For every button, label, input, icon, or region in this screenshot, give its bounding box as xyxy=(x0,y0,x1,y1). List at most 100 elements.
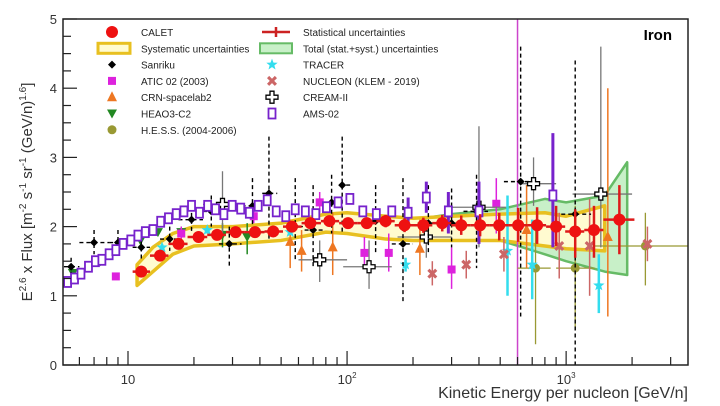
calet-marker xyxy=(267,225,280,238)
tracer-point xyxy=(593,254,605,314)
ams-point xyxy=(164,212,173,225)
cream-marker xyxy=(313,253,327,267)
legend-item-stat: Statistical uncertainties xyxy=(262,27,405,39)
series-nucleon xyxy=(427,198,653,296)
calet-marker xyxy=(417,219,430,232)
ams-point xyxy=(262,194,272,207)
tracer-marker xyxy=(266,58,278,70)
calet-point xyxy=(413,217,433,233)
ams-marker xyxy=(211,203,220,216)
ams-point xyxy=(281,210,291,223)
ams-point xyxy=(179,205,189,218)
sanriku-marker xyxy=(165,235,174,244)
crn-marker xyxy=(296,244,307,255)
systematic-uncertainty-icon xyxy=(96,41,132,55)
ams-point xyxy=(111,244,121,257)
calet-marker xyxy=(249,226,262,239)
legend-item-total: Total (stat.+syst.) uncertainties xyxy=(259,42,438,55)
calet-point xyxy=(376,214,395,228)
ams-marker xyxy=(195,206,204,219)
ams-marker xyxy=(333,196,343,209)
y-tick-label: 4 xyxy=(50,81,57,96)
legend-item-nucleon: NUCLEON (KLEM - 2019) xyxy=(267,75,420,88)
sanriku-marker xyxy=(90,238,99,247)
ams-marker xyxy=(281,210,291,223)
ams-marker xyxy=(322,201,331,214)
ams-marker xyxy=(148,224,158,236)
tracer-marker xyxy=(526,258,538,270)
ams-point xyxy=(187,199,196,212)
calet-point xyxy=(565,209,585,258)
calet-point xyxy=(320,215,340,228)
nucleon-point xyxy=(584,198,595,296)
calet-point xyxy=(187,230,208,243)
nucleon-marker xyxy=(427,268,438,279)
calet-point xyxy=(527,207,547,244)
crn-point xyxy=(602,88,613,317)
ams-point xyxy=(126,234,136,247)
legend-item-cream: CREAM-II xyxy=(265,90,348,104)
atic-marker xyxy=(108,76,116,85)
ams-point xyxy=(358,205,368,218)
legend-label: CALET xyxy=(141,28,173,39)
calet-point xyxy=(225,226,245,239)
atic-marker xyxy=(447,265,456,274)
series-calet xyxy=(132,185,635,278)
calet-marker xyxy=(342,217,355,230)
legend-label: HEAO3-C2 xyxy=(141,110,191,121)
nucleon-marker xyxy=(642,238,653,249)
ams-point xyxy=(156,215,166,228)
legend-item-crn: CRN-spacelab2 xyxy=(107,91,212,104)
calet-marker xyxy=(531,219,544,232)
calet-point xyxy=(584,205,604,258)
x-axis: 10 102 103 xyxy=(78,351,672,387)
legend-item-heao: HEAO3-C2 xyxy=(107,109,191,121)
ams-marker xyxy=(311,208,321,221)
ams-point xyxy=(300,205,310,218)
cream-marker xyxy=(594,187,608,201)
calet-marker xyxy=(172,237,185,250)
ams-point xyxy=(219,208,229,221)
x-tick-label: 103 xyxy=(557,371,576,387)
calet-marker xyxy=(398,219,411,232)
calet-point xyxy=(301,217,321,230)
tracer-point xyxy=(156,241,168,253)
ams-point xyxy=(371,208,381,221)
crn-marker xyxy=(107,91,117,102)
ams-point xyxy=(271,205,281,218)
legend-label: CRN-spacelab2 xyxy=(141,93,212,104)
legend-label: NUCLEON (KLEM - 2019) xyxy=(303,77,420,88)
legend-label: ATIC 02 (2003) xyxy=(141,77,209,88)
nucleon-marker xyxy=(498,249,509,260)
series-tracer xyxy=(156,195,605,314)
legend-item-tracer: TRACER xyxy=(266,58,344,72)
calet-marker xyxy=(512,219,525,232)
heao-marker xyxy=(107,109,117,119)
ams-marker xyxy=(171,208,181,221)
ams-marker xyxy=(118,237,128,250)
ams-marker xyxy=(421,191,431,204)
calet-point xyxy=(283,220,302,233)
legend-label: AMS-02 xyxy=(303,110,340,121)
calet-point xyxy=(603,185,635,255)
atic-point xyxy=(360,236,369,269)
atic-marker xyxy=(315,198,324,207)
ams-marker xyxy=(97,253,107,266)
calet-point xyxy=(432,214,452,232)
calet-marker xyxy=(323,215,336,228)
hess-marker xyxy=(570,263,580,273)
calet-point xyxy=(489,212,509,241)
cream-point xyxy=(572,46,633,248)
atic-point xyxy=(177,226,186,241)
calet-point xyxy=(264,225,284,238)
legend-label: TRACER xyxy=(303,61,344,72)
ams-marker xyxy=(126,234,136,247)
legend-label: Systematic uncertainties xyxy=(141,44,249,55)
cream-marker xyxy=(526,177,541,191)
data-series xyxy=(63,46,688,365)
atic-marker xyxy=(111,272,120,281)
nucleon-point xyxy=(642,226,653,262)
sanriku-marker xyxy=(137,243,146,252)
sanriku-point xyxy=(63,257,80,276)
